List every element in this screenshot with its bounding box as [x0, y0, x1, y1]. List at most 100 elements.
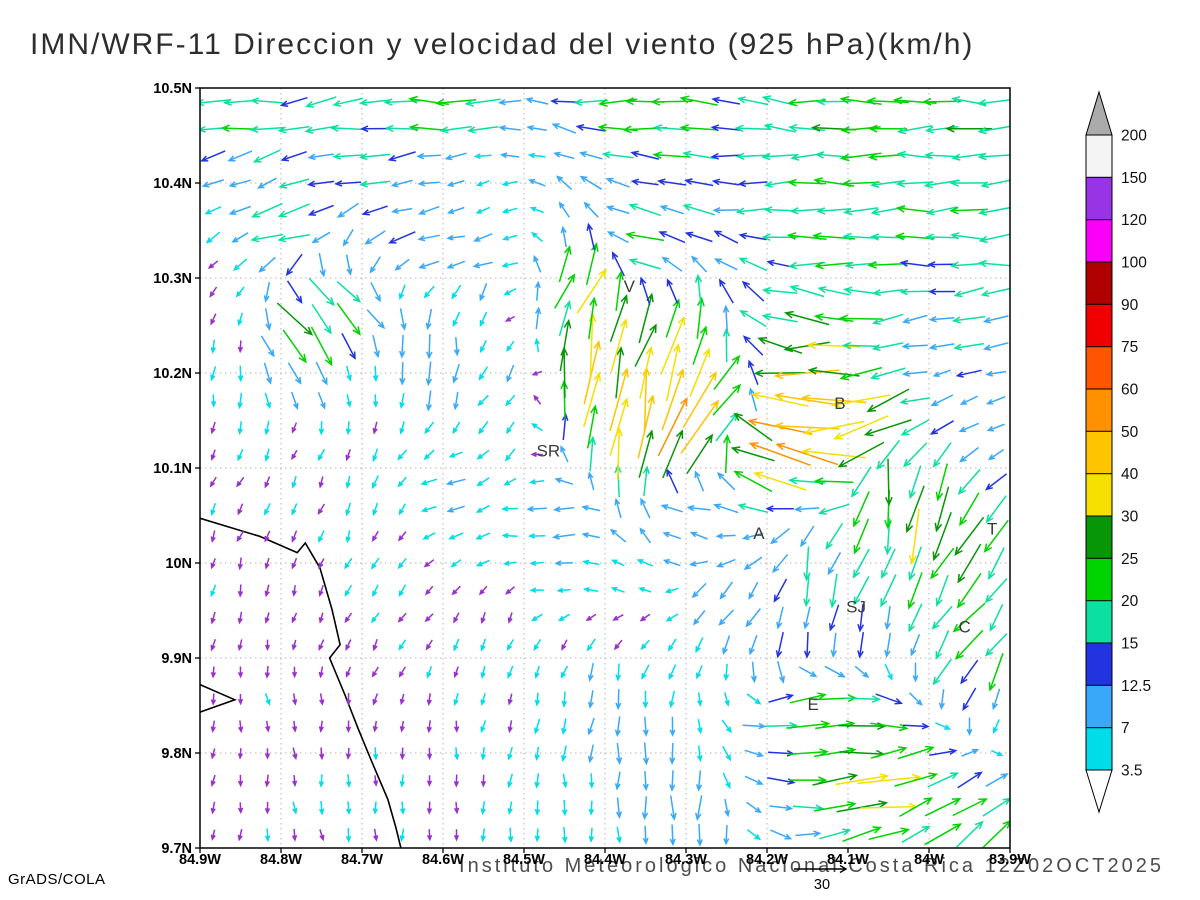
- wind-vector: [900, 419, 930, 436]
- wind-vector: [480, 774, 487, 788]
- wind-vector: [721, 719, 732, 734]
- wind-vector: [264, 530, 271, 543]
- wind-vector: [346, 394, 352, 408]
- wind-vector: [738, 232, 767, 241]
- wind-vector: [843, 207, 879, 216]
- wind-vectors-layer: [200, 95, 1010, 848]
- wind-vector: [533, 639, 542, 651]
- wind-vector: [606, 231, 629, 244]
- wind-vector: [767, 776, 796, 785]
- wind-vector: [345, 827, 352, 843]
- wind-vector: [476, 449, 490, 460]
- wind-vector: [739, 309, 767, 328]
- colorbar-tick-label: 150: [1121, 170, 1147, 187]
- wind-vector: [318, 558, 325, 570]
- wind-vector: [860, 802, 919, 811]
- wind-vector: [236, 476, 245, 488]
- wind-vector: [264, 448, 270, 462]
- wind-vector: [473, 153, 492, 160]
- wind-vector: [264, 503, 271, 516]
- wind-vector: [530, 451, 543, 458]
- wind-vector: [875, 693, 904, 705]
- wind-vector: [478, 366, 489, 381]
- wind-vector: [582, 559, 600, 566]
- wind-vector: [652, 151, 691, 159]
- wind-vector: [665, 298, 681, 338]
- wind-vector: [843, 286, 879, 295]
- wind-vector: [803, 631, 811, 659]
- wind-vector: [250, 233, 283, 243]
- wind-vector: [842, 341, 880, 350]
- wind-vector: [986, 396, 1006, 405]
- wind-vector: [587, 690, 594, 709]
- wind-vector: [237, 584, 244, 598]
- wind-vector: [628, 203, 662, 217]
- wind-vector: [332, 97, 363, 107]
- wind-vector: [373, 775, 379, 787]
- wind-vector: [358, 98, 391, 107]
- wind-vector: [210, 829, 216, 841]
- wind-vector: [416, 152, 441, 160]
- wind-vector: [553, 151, 575, 160]
- wind-vector: [642, 742, 650, 766]
- wind-vector: [231, 232, 249, 243]
- colorbar-tick-label: 50: [1121, 424, 1139, 441]
- wind-vector: [237, 693, 244, 706]
- wind-vector: [679, 124, 718, 132]
- y-tick-label: 10.5N: [153, 81, 192, 97]
- wind-vector: [210, 449, 216, 461]
- colorbar-tick-label: 15: [1121, 636, 1138, 653]
- wind-vector: [526, 505, 547, 512]
- wind-vector: [870, 722, 909, 732]
- wind-vector: [628, 258, 661, 270]
- wind-vector: [769, 804, 794, 812]
- wind-vector: [372, 502, 379, 517]
- wind-vector: [475, 504, 490, 513]
- wind-vector: [789, 692, 827, 704]
- wind-vector: [479, 311, 488, 327]
- wind-vector: [425, 639, 433, 651]
- wind-vector: [277, 203, 310, 218]
- wind-vector: [210, 530, 216, 543]
- wind-vector: [588, 800, 595, 816]
- vector-key-label: 30: [814, 877, 830, 893]
- wind-vector: [801, 447, 866, 459]
- wind-vector: [232, 258, 248, 272]
- wind-vector: [691, 582, 707, 599]
- wind-vector: [880, 574, 897, 608]
- wind-vector: [358, 153, 391, 161]
- wind-vector: [665, 343, 681, 402]
- wind-vector: [422, 532, 436, 540]
- wind-vector: [957, 771, 983, 789]
- colorbar-segment: [1085, 515, 1113, 560]
- colorbar-segment: [1085, 557, 1113, 602]
- wind-vector: [480, 611, 486, 625]
- wind-vector: [775, 632, 784, 659]
- wind-vector: [502, 234, 518, 241]
- wind-vector: [286, 280, 303, 304]
- wind-vector: [949, 206, 988, 215]
- wind-vector: [398, 284, 406, 301]
- wind-vector: [290, 391, 299, 411]
- wind-vector: [636, 559, 654, 567]
- wind-vector: [921, 97, 962, 106]
- wind-vector: [210, 693, 217, 706]
- wind-vector: [342, 229, 354, 247]
- wind-vector: [812, 772, 859, 786]
- wind-vector: [744, 749, 765, 758]
- wind-vector: [453, 692, 459, 706]
- wind-vector: [345, 774, 352, 788]
- y-tick-label: 10.4N: [153, 176, 192, 192]
- wind-vector: [581, 504, 601, 512]
- wind-vector: [610, 559, 625, 567]
- wind-vector: [723, 663, 730, 682]
- wind-vector: [830, 632, 838, 658]
- wind-vector: [962, 687, 977, 711]
- wind-vector: [682, 203, 716, 216]
- wind-vector: [497, 98, 522, 106]
- wind-vector: [534, 718, 541, 735]
- wind-vector: [816, 207, 851, 215]
- wind-vector: [417, 205, 440, 215]
- wind-vector: [237, 503, 244, 516]
- wind-vector: [928, 315, 955, 323]
